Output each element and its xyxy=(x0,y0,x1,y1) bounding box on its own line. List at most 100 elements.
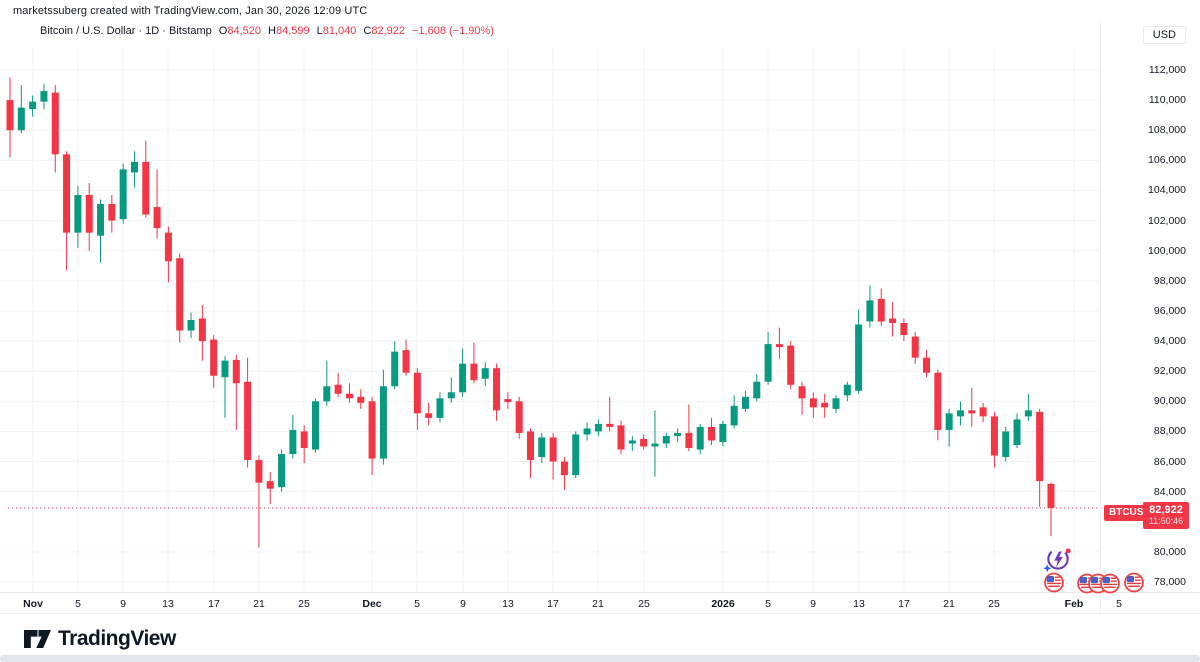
candle-body xyxy=(312,401,320,450)
lightning-doodle-sticker[interactable] xyxy=(1043,545,1073,580)
time-tick-label: 13 xyxy=(162,598,174,610)
last-price-label: 82,922 11:50:46 xyxy=(1143,501,1189,529)
candle-body xyxy=(300,431,308,449)
time-tick-label: 25 xyxy=(298,598,310,610)
time-tick-label: 9 xyxy=(120,598,126,610)
us-flag-sticker[interactable] xyxy=(1124,572,1145,598)
time-tick-label: 25 xyxy=(988,598,1000,610)
candle-body xyxy=(391,351,399,387)
time-tick-label: 25 xyxy=(638,598,650,610)
candle-body xyxy=(493,368,501,411)
candle-body xyxy=(979,407,987,417)
time-tick-label: 13 xyxy=(502,598,514,610)
candle-body xyxy=(730,405,738,426)
candle-body xyxy=(402,350,410,373)
candle-body xyxy=(176,258,184,331)
candle-body xyxy=(266,481,274,489)
ohlc-open: O84,520 xyxy=(218,25,261,37)
footer-separator xyxy=(0,613,1200,614)
candle-body xyxy=(628,440,636,444)
time-tick-label: 5 xyxy=(765,598,771,610)
ohlc-low: L81,040 xyxy=(316,25,357,37)
candle-body xyxy=(368,401,376,459)
time-tick-label: 17 xyxy=(898,598,910,610)
candle-body xyxy=(130,161,138,173)
candle-body xyxy=(51,92,59,155)
candle-body xyxy=(866,300,874,322)
us-flag-sticker[interactable] xyxy=(1100,573,1121,599)
candle-body xyxy=(1013,419,1021,445)
candle-body xyxy=(855,324,863,391)
price-tick-label: 108,000 xyxy=(1148,124,1186,137)
price-tick-label: 78,000 xyxy=(1153,576,1186,589)
candle-body xyxy=(809,398,817,408)
change-text: −1,608 (−1.90%) xyxy=(412,25,494,37)
time-tick-label: 17 xyxy=(208,598,220,610)
candle-body xyxy=(651,443,659,447)
candle-body xyxy=(549,437,557,462)
ohlc-close: C82,922 xyxy=(363,25,405,37)
price-tick-label: 84,000 xyxy=(1153,485,1186,498)
candle-body xyxy=(187,319,195,331)
bottom-scroll-bar[interactable] xyxy=(0,655,1200,662)
candle-body xyxy=(74,194,82,233)
candle-body xyxy=(153,207,161,229)
candle-body xyxy=(244,381,252,461)
us-flag-sticker[interactable] xyxy=(1044,572,1065,598)
candle-body xyxy=(934,372,942,430)
candle-body xyxy=(142,161,150,215)
candle-body xyxy=(6,100,14,131)
time-tick-label: Feb xyxy=(1064,598,1084,610)
candle-body xyxy=(515,401,523,433)
candle-body xyxy=(990,416,998,456)
time-tick-label: 17 xyxy=(547,598,559,610)
candle-body xyxy=(900,323,908,336)
candle-body xyxy=(379,386,387,459)
candle-body xyxy=(685,432,693,449)
candle-body xyxy=(459,363,467,393)
candle-body xyxy=(708,426,716,441)
candle-body xyxy=(617,425,625,450)
tradingview-logo[interactable]: TradingView xyxy=(24,627,176,651)
candle-body xyxy=(108,204,116,221)
candle-body xyxy=(923,357,931,373)
price-tick-label: 90,000 xyxy=(1153,395,1186,408)
symbol-title[interactable]: Bitcoin / U.S. Dollar · 1D · Bitstamp xyxy=(40,25,212,37)
candle-body xyxy=(572,434,580,476)
time-tick-label: 9 xyxy=(810,598,816,610)
candle-body xyxy=(753,381,761,399)
candle-body xyxy=(594,423,602,432)
candle-body xyxy=(334,384,342,394)
price-tick-label: 98,000 xyxy=(1153,274,1186,287)
candle-body xyxy=(538,437,546,458)
candle-body xyxy=(640,438,648,447)
time-tick-label: 21 xyxy=(943,598,955,610)
time-tick-label: 21 xyxy=(592,598,604,610)
time-axis-separator xyxy=(0,592,1200,593)
candle-body xyxy=(504,399,512,403)
price-axis-unit-button[interactable]: USD xyxy=(1142,26,1186,44)
candle-body xyxy=(1047,483,1055,508)
candle-body xyxy=(278,454,286,488)
time-tick-label: Dec xyxy=(362,598,382,610)
time-tick-label: 21 xyxy=(253,598,265,610)
candle-body xyxy=(210,339,218,376)
candle-body xyxy=(323,386,331,402)
price-tick-label: 80,000 xyxy=(1153,545,1186,558)
candle-body xyxy=(198,318,206,342)
candle-body xyxy=(63,154,71,233)
time-tick-label: 2026 xyxy=(711,598,735,610)
candle-body xyxy=(741,396,749,409)
attribution-text: marketssuberg created with TradingView.c… xyxy=(13,5,368,17)
time-tick-label: 5 xyxy=(75,598,81,610)
price-tick-label: 96,000 xyxy=(1153,304,1186,317)
time-tick-label: 13 xyxy=(853,598,865,610)
price-tick-label: 106,000 xyxy=(1148,154,1186,167)
candle-body xyxy=(674,432,682,436)
candle-body xyxy=(911,336,919,358)
tradingview-logo-text: TradingView xyxy=(58,627,176,650)
candle-body xyxy=(889,318,897,324)
ohlc-high: H84,599 xyxy=(268,25,310,37)
candle-body xyxy=(945,413,953,430)
